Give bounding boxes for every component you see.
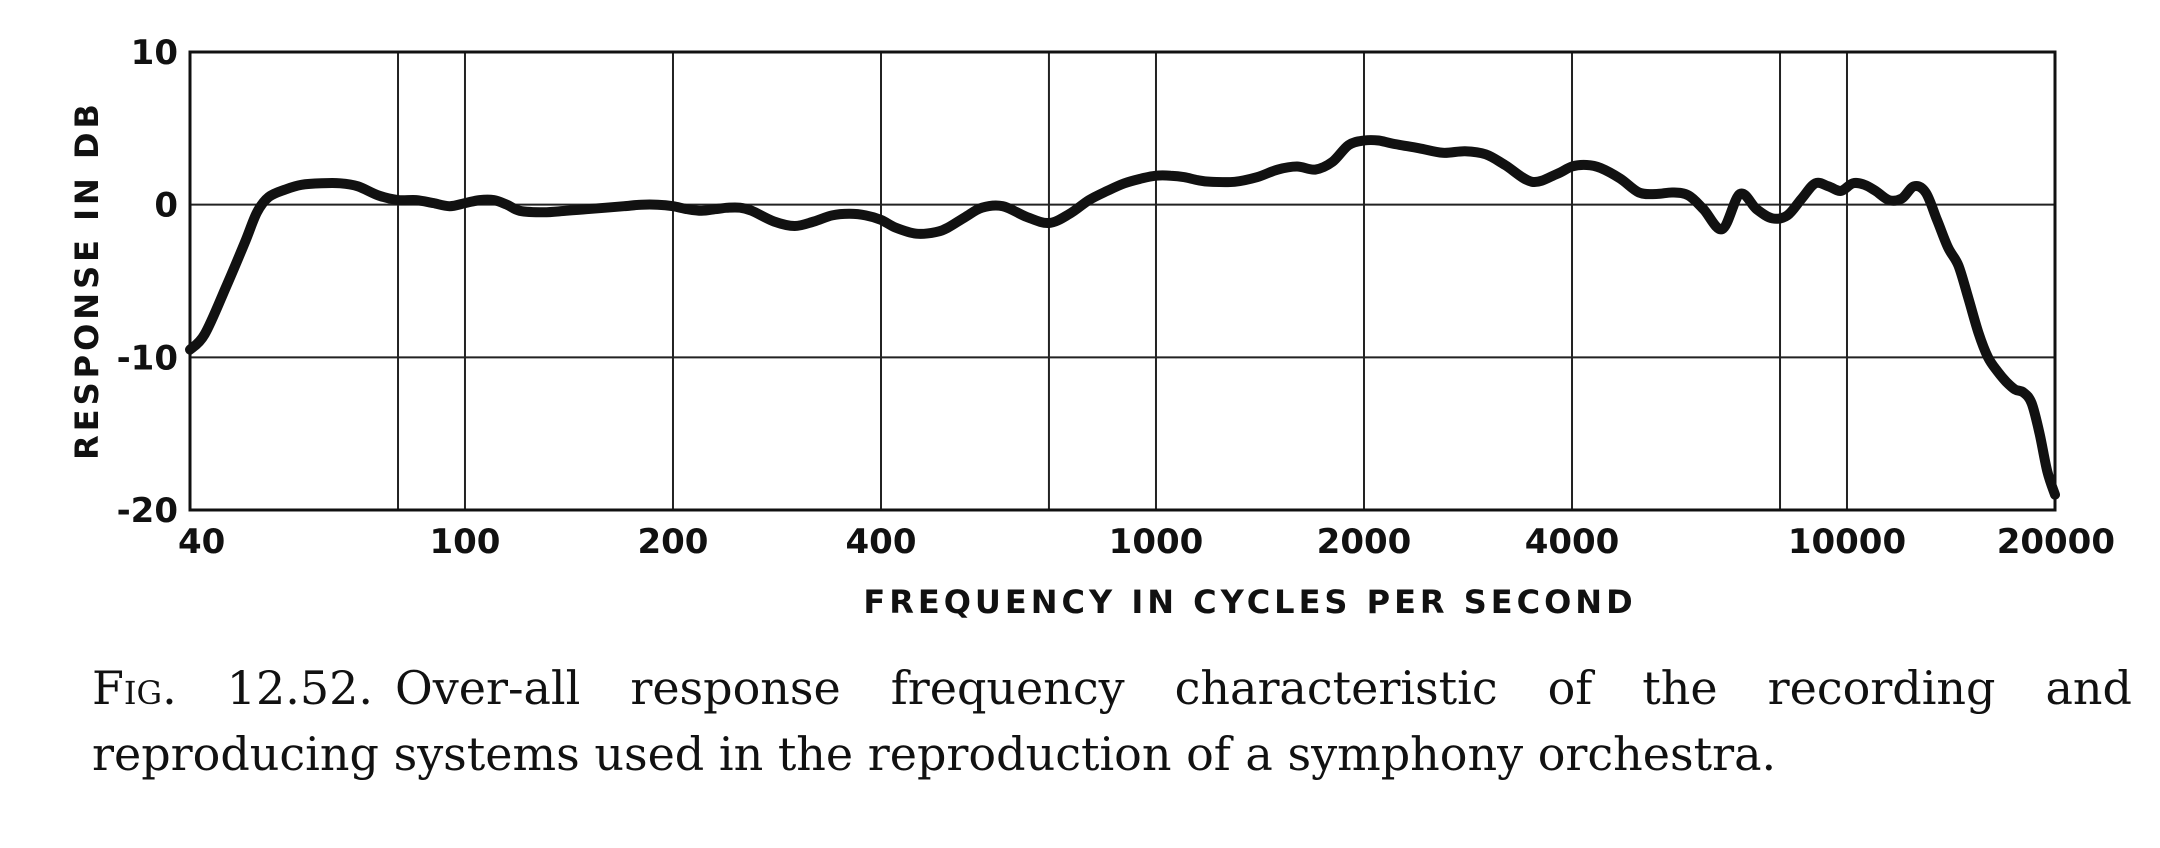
x-tick-label: 20000: [1997, 522, 2115, 562]
plot-frame: [188, 50, 2057, 512]
grid-layer: [188, 50, 2057, 512]
caption-text: Over-all response frequency characterist…: [92, 661, 2132, 781]
x-axis-title: FREQUENCY IN CYCLES PER SECOND: [863, 583, 1636, 621]
x-tick-label: 10000: [1788, 522, 1906, 562]
x-tick-label: 40: [178, 522, 225, 562]
x-tick-label: 2000: [1317, 522, 1412, 562]
caption-label: Fig. 12.52.: [92, 661, 374, 715]
y-tick-label: -20: [117, 491, 178, 531]
x-tick-label: 200: [637, 522, 708, 562]
x-tick-label: 1000: [1109, 522, 1204, 562]
x-tick-label: 400: [846, 522, 917, 562]
tick-layer: 40 100 200 400 1000 2000 4000 10000 20000100-10-…: [117, 33, 2115, 562]
response-chart: 40 100 200 400 1000 2000 4000 10000 20000100-10-…: [68, 33, 2115, 621]
y-tick-label: 10: [131, 33, 178, 73]
y-tick-label: -10: [117, 338, 178, 378]
x-tick-label: 100: [429, 522, 500, 562]
y-tick-label: 0: [154, 186, 178, 226]
series-layer: [185, 135, 2060, 500]
x-tick-label: 4000: [1525, 522, 1620, 562]
figure-caption: Fig. 12.52. Over-all response frequency c…: [92, 655, 2132, 787]
response-curve: [185, 135, 2060, 500]
y-axis-title: RESPONSE IN DB: [68, 100, 106, 460]
